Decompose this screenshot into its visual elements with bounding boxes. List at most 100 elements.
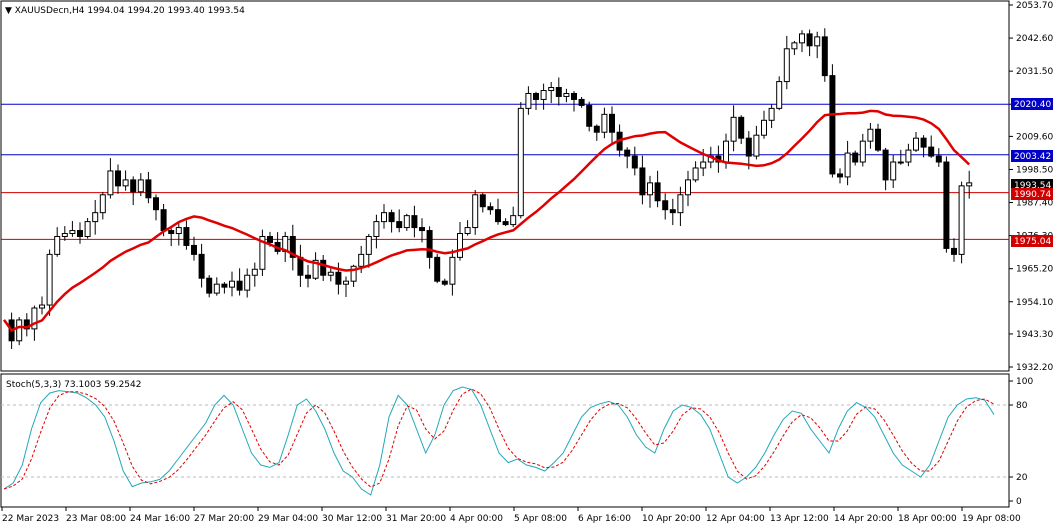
candle-body — [206, 277, 213, 294]
candle-body — [46, 253, 53, 306]
price-tick-label: 2031.50 — [1016, 67, 1053, 77]
time-tick-label: 13 Apr 12:00 — [770, 514, 829, 524]
time-tick-label: 6 Apr 16:00 — [578, 514, 631, 524]
candle-body — [153, 197, 159, 211]
candle-body — [419, 227, 425, 232]
candle-body — [457, 233, 463, 258]
stoch-tick-label: 80 — [1016, 401, 1028, 411]
time-tick-label: 23 Mar 08:00 — [66, 514, 126, 524]
candle-body — [905, 149, 912, 163]
candle-body — [229, 280, 235, 288]
candle-body — [685, 179, 691, 196]
candle-body — [267, 236, 273, 243]
candle-body — [350, 265, 357, 282]
candle-body — [654, 182, 661, 202]
candle-body — [69, 230, 76, 235]
candle-body — [761, 119, 767, 136]
price-tick-label: 1987.40 — [1016, 199, 1053, 209]
price-tick-label: 2053.70 — [1016, 1, 1053, 11]
moving-average-line — [2, 109, 971, 332]
time-tick-label: 29 Mar 04:00 — [258, 514, 318, 524]
candle-body — [335, 271, 342, 285]
price-tick-label: 1943.30 — [1016, 330, 1053, 340]
candle-body — [783, 48, 790, 83]
svg-text:2003.42: 2003.42 — [1014, 152, 1051, 162]
candle-body — [198, 253, 205, 279]
candle-body — [213, 283, 220, 294]
stochastic-layer — [1, 386, 1009, 496]
candle-body — [776, 81, 783, 109]
stoch-tick-label: 20 — [1016, 473, 1028, 483]
candle-body — [175, 227, 182, 235]
candle-body — [799, 33, 805, 44]
time-axis: 22 Mar 2023 23 Mar 08:00 24 Mar 16:00 27 Ma… — [1, 507, 1021, 524]
level-tag-1990: 1990.74 — [1011, 188, 1053, 200]
candle-body — [373, 221, 380, 238]
candle-body — [487, 206, 494, 211]
candle-body — [586, 104, 593, 127]
candle-body — [928, 146, 935, 157]
candle-body — [495, 209, 501, 223]
candle-body — [951, 247, 957, 255]
candle-body — [738, 116, 745, 139]
candle-body — [441, 280, 448, 285]
time-tick-label: 19 Apr 08:00 — [962, 514, 1021, 524]
candle-body — [525, 92, 532, 109]
candle-body — [753, 134, 760, 157]
time-tick-label: 30 Mar 12:00 — [322, 514, 382, 524]
candle-body — [403, 215, 410, 229]
price-tick-label: 2042.60 — [1016, 34, 1053, 44]
candle-body — [130, 179, 137, 193]
candle-body — [844, 152, 851, 178]
candle-body — [867, 128, 874, 142]
stoch-signal-line — [3, 388, 995, 490]
candle-body — [913, 137, 919, 151]
candle-body — [168, 230, 175, 235]
candle-body — [966, 182, 973, 187]
price-tick-label: 2009.60 — [1016, 132, 1053, 142]
candle-body — [39, 304, 45, 309]
chart-title: ▼ XAUUSDecn,H4 1994.04 1994.20 1993.40 1… — [5, 6, 245, 16]
candle-body — [647, 182, 653, 196]
level-tag-2020: 2020.40 — [1011, 98, 1053, 110]
candle-body — [609, 113, 615, 133]
candle-body — [31, 307, 38, 330]
stoch-main-line — [3, 386, 995, 496]
candle-body — [54, 236, 61, 255]
candle-body — [411, 215, 418, 229]
candle-body — [61, 233, 68, 238]
candle-body — [730, 116, 737, 142]
candle-body — [768, 107, 775, 121]
candle-body — [115, 170, 121, 187]
candle-body — [829, 75, 836, 175]
candle-body — [502, 221, 509, 226]
price-pane-frame — [0, 0, 1010, 372]
candle-body — [517, 107, 524, 217]
candle-body — [677, 194, 684, 214]
candle-body — [669, 209, 676, 214]
candle-body — [236, 280, 243, 291]
stoch-label: Stoch(5,3,3) 73.1003 59.2542 — [6, 380, 141, 390]
candle-body — [77, 230, 83, 238]
candle-body — [837, 173, 843, 178]
time-tick-label: 27 Mar 20:00 — [194, 514, 254, 524]
price-tick-label: 1998.50 — [1016, 165, 1053, 175]
candle-body — [244, 274, 251, 291]
candle-body — [289, 236, 296, 258]
candle-body — [806, 33, 813, 47]
candle-body — [882, 149, 889, 181]
candle-body — [434, 256, 441, 282]
candle-body — [381, 212, 387, 223]
candle-body — [890, 161, 897, 181]
time-tick-label: 10 Apr 20:00 — [642, 514, 701, 524]
candle-body — [16, 319, 23, 342]
stoch-pane-frame — [0, 373, 1010, 508]
candle-body — [631, 155, 638, 169]
candle-body — [305, 274, 311, 279]
price-tick-label: 1932.20 — [1016, 363, 1053, 373]
candle-body — [365, 236, 372, 255]
candle-body — [578, 98, 585, 106]
candle-body — [312, 259, 319, 279]
